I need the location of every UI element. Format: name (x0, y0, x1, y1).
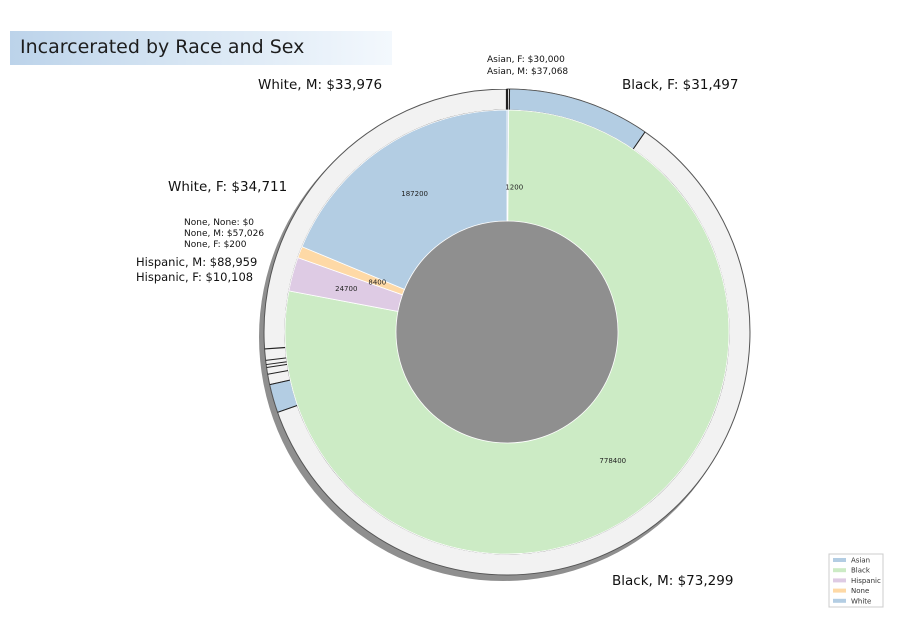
legend-swatch-hispanic (833, 578, 846, 583)
outer-ring-divider (632, 131, 646, 150)
inner-slice-white (301, 109, 508, 290)
outer-label-none-m: None, M: $57,026 (184, 229, 264, 239)
outer-label-black-f: Black, F: $31,497 (622, 77, 739, 93)
legend-label-hispanic: Hispanic (851, 577, 881, 585)
inner-value-label-black: 778400 (599, 457, 626, 465)
legend-label-none: None (851, 587, 869, 595)
outer-ring-divider (269, 379, 291, 386)
inner-value-label-asian: 1200 (505, 184, 523, 192)
inner-value-label-white: 187200 (401, 190, 428, 198)
outer-label-none-none: None, None: $0 (184, 218, 254, 228)
outer-label-none-f: None, F: $200 (184, 240, 247, 250)
outer-label-asian-m: Asian, M: $37,068 (487, 67, 568, 77)
inner-slice-black (284, 109, 730, 555)
chart-title: Incarcerated by Race and Sex (20, 36, 305, 58)
outer-ring-divider (265, 357, 287, 361)
legend-swatch-none (833, 588, 846, 593)
outer-ring-divider (264, 346, 286, 350)
outer-label-white-f: White, F: $34,711 (168, 179, 287, 195)
outer-label-white-m: White, M: $33,976 (258, 77, 382, 93)
outer-ring-divider (277, 404, 298, 413)
outer-ring-divider (267, 370, 289, 375)
outer-ring-divider (266, 363, 288, 368)
outer-label-asian-f: Asian, F: $30,000 (487, 55, 565, 65)
outer-ring-divider (266, 361, 288, 366)
legend-swatch-white (833, 598, 846, 603)
legend-label-white: White (851, 597, 871, 605)
inner-value-label-none: 8400 (368, 278, 386, 286)
outer-label-black-m: Black, M: $73,299 (612, 573, 733, 589)
outer-label-hispanic-f: Hispanic, F: $10,108 (136, 270, 253, 284)
outer-label-hispanic-m: Hispanic, M: $88,959 (136, 255, 257, 269)
chart-title-banner: Incarcerated by Race and Sex (10, 31, 392, 65)
inner-value-label-hispanic: 24700 (335, 285, 357, 293)
legend-label-asian: Asian (851, 557, 870, 565)
legend-swatch-asian (833, 558, 846, 562)
legend-swatch-black (833, 568, 846, 573)
legend-label-black: Black (851, 567, 871, 575)
